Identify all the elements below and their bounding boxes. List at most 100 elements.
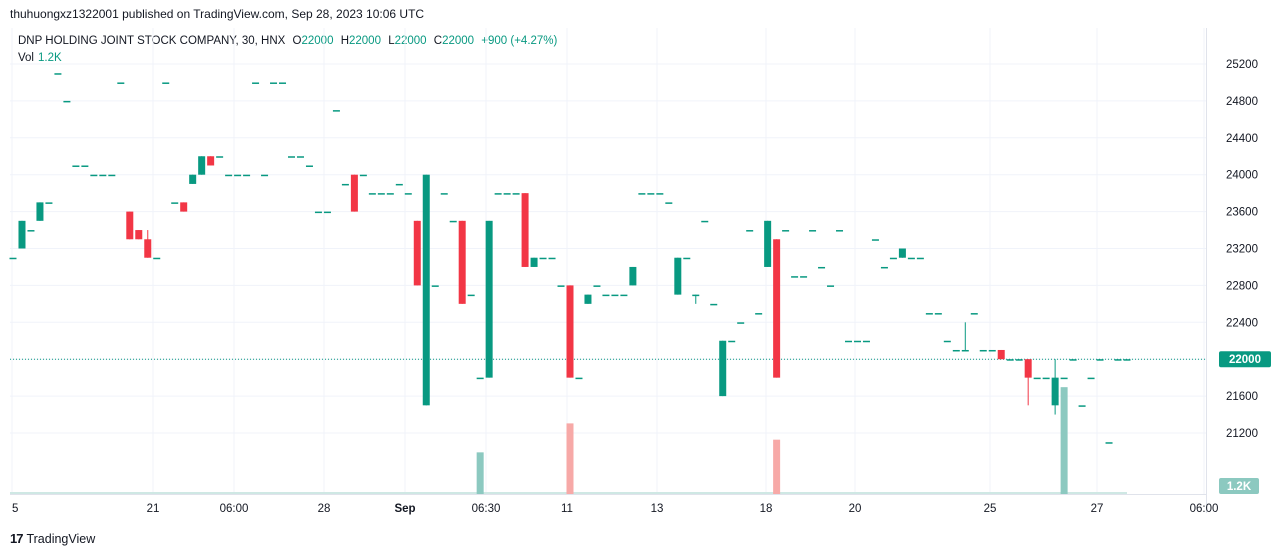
candle (422, 174, 430, 406)
volume-value: 1.2K (38, 52, 62, 64)
candle (1105, 442, 1113, 444)
candle-body (638, 193, 646, 195)
candle (323, 211, 331, 214)
candle (961, 322, 969, 352)
candle (710, 303, 718, 306)
candle (350, 174, 358, 212)
candle-body (449, 220, 457, 223)
candle-body (386, 193, 394, 195)
candle (99, 174, 107, 177)
candle (665, 202, 673, 204)
candle-body (368, 193, 376, 195)
candle-body (1096, 359, 1104, 361)
candle-body (530, 257, 538, 267)
candle (943, 340, 951, 343)
price-axis: 25200 24800 24400 24000 23600 23200 22800 22400… (1219, 59, 1271, 494)
candle-body (252, 82, 260, 84)
volume-label[interactable]: Vol (18, 52, 34, 64)
candle (548, 257, 556, 260)
candle (404, 193, 412, 195)
candle-body (773, 239, 781, 378)
candle (261, 174, 269, 177)
candle-body (63, 100, 71, 103)
time-tick-label: 20 (849, 503, 862, 515)
candle (871, 239, 879, 241)
candle-body (889, 257, 897, 260)
candle (485, 220, 493, 378)
symbol-legend: DNP HOLDING JOINT STOCK COMPANY, 30, HNX… (18, 35, 557, 47)
candle-body (557, 285, 565, 287)
candle-body (108, 174, 116, 177)
candle-body (853, 340, 861, 343)
time-tick-label: 27 (1091, 503, 1104, 515)
candle-body (862, 340, 870, 343)
volume-legend: Vol 1.2K (18, 52, 62, 64)
candle (270, 82, 278, 84)
candle (153, 257, 161, 260)
candle (1069, 359, 1077, 361)
candle (458, 220, 466, 304)
candle (809, 230, 817, 232)
candle (225, 174, 233, 177)
price-tick-label: 24800 (1226, 96, 1258, 108)
candle (27, 230, 35, 232)
last-volume-label: 1.2K (1227, 481, 1252, 493)
candle (9, 257, 17, 260)
candle-body (934, 313, 942, 315)
candle-body (9, 257, 17, 260)
candle-body (809, 230, 817, 232)
candle (63, 100, 71, 103)
candle (494, 193, 502, 195)
candle (279, 82, 287, 84)
candle (656, 193, 664, 195)
footer-brand[interactable]: 17 TradingView (10, 531, 95, 546)
candle-body (692, 294, 700, 297)
candle (90, 174, 98, 177)
candle-body (593, 285, 601, 287)
time-tick-label: 28 (318, 503, 331, 515)
candle-body (270, 82, 278, 84)
candle (880, 266, 888, 269)
candle (1042, 377, 1050, 380)
candle (916, 257, 924, 260)
candle (18, 220, 26, 249)
candle (386, 193, 394, 195)
close-label: C (433, 35, 443, 47)
candle-body (647, 193, 655, 195)
candle (368, 193, 376, 195)
candle-body (81, 165, 89, 167)
candle-body (503, 193, 511, 195)
candle (216, 156, 224, 158)
candle (207, 156, 215, 166)
candle (764, 220, 772, 267)
time-tick-label: Sep (394, 503, 415, 515)
candle-body (350, 174, 358, 212)
candle-body (18, 220, 26, 249)
candle-body (99, 174, 107, 177)
candle-body (144, 239, 152, 258)
candle-body (162, 82, 170, 84)
candle (952, 349, 960, 352)
candle (1096, 359, 1104, 361)
candle (818, 266, 826, 269)
candle-body (800, 276, 808, 278)
candle-body (36, 202, 44, 221)
candle-body (377, 193, 385, 195)
candle (377, 193, 385, 195)
candle-body (404, 193, 412, 195)
candle-body (180, 202, 188, 212)
candle-body (764, 220, 772, 267)
candle-body (719, 340, 727, 397)
candle (782, 230, 790, 232)
candle-body (1114, 359, 1122, 361)
low-label: L (388, 35, 395, 47)
high-value: 22000 (349, 35, 381, 47)
candle-body (737, 322, 745, 324)
symbol-name[interactable]: DNP HOLDING JOINT STOCK COMPANY, 30, HNX (18, 35, 286, 47)
candle-body (395, 183, 403, 186)
candle (431, 285, 439, 287)
candle-body (746, 230, 754, 232)
candle-body (216, 156, 224, 158)
candle (1078, 405, 1086, 407)
